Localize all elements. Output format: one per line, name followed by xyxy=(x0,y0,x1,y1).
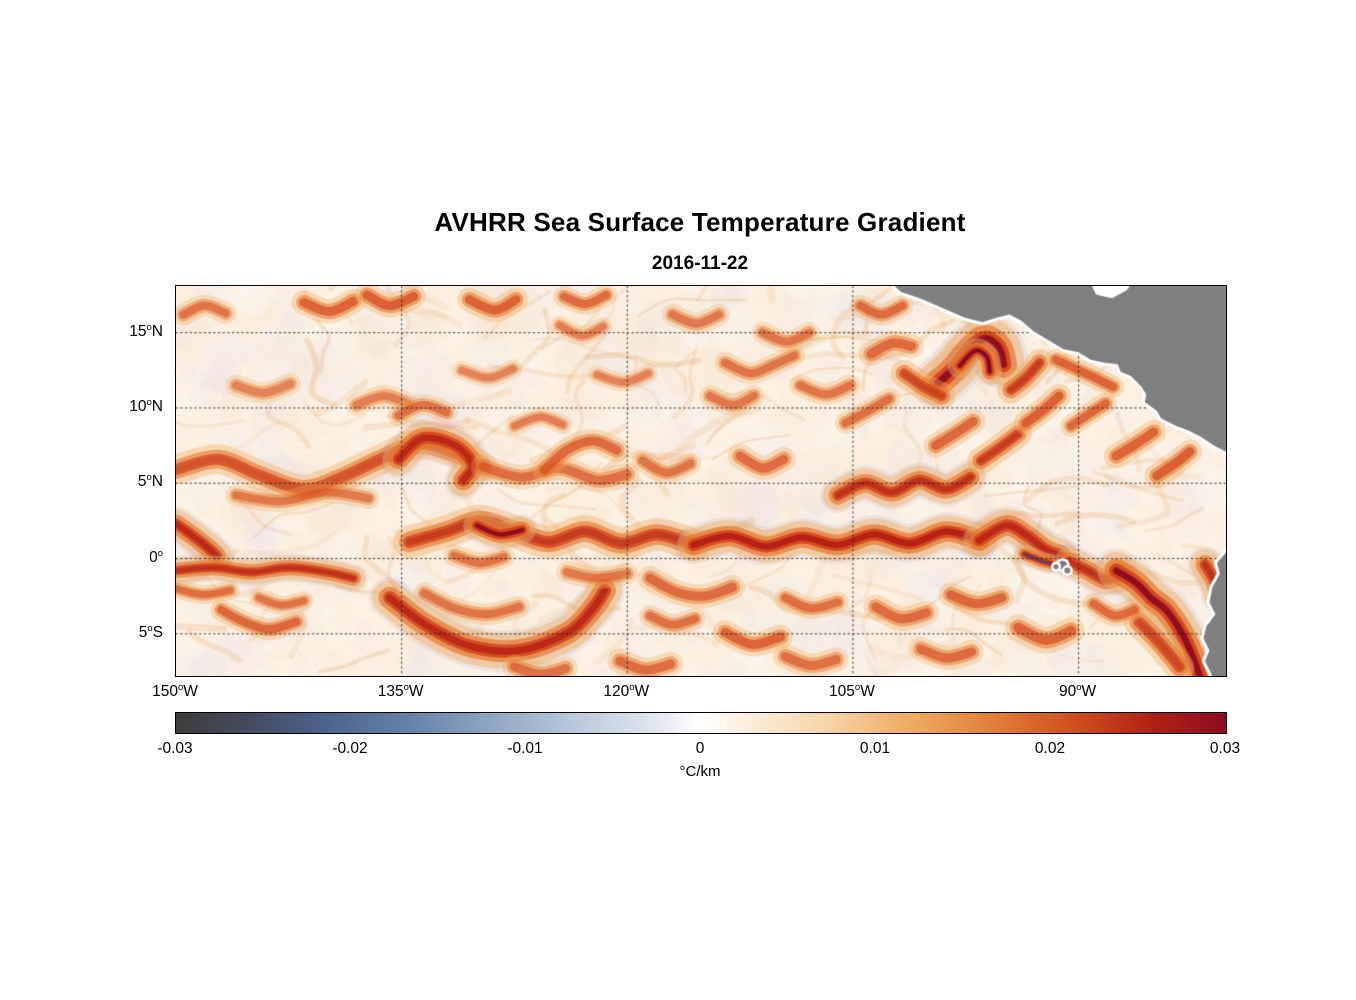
y-tick-label: 15oN xyxy=(129,321,163,340)
x-tick-label: 105oW xyxy=(829,681,875,700)
x-axis-tick-labels: 150oW 135oW 120oW 105oW 90oW xyxy=(152,681,1225,707)
colorbar-units-label: °C/km xyxy=(679,763,721,780)
x-tick-label: 120oW xyxy=(603,681,650,700)
y-tick-label: 10oN xyxy=(129,396,163,415)
colorbar-tick-label: 0.01 xyxy=(859,740,891,757)
y-tick-label: 5oN xyxy=(137,472,163,491)
colorbar-tick-labels: -0.03 -0.02 -0.01 0 0.01 0.02 0.03 xyxy=(157,740,1240,760)
y-tick-label: 0o xyxy=(149,547,163,566)
colorbar-tick-label: -0.02 xyxy=(332,740,368,757)
x-tick-label: 135oW xyxy=(377,681,424,700)
colorbar-tick-label: 0.02 xyxy=(1034,740,1066,757)
y-tick-label: 5oS xyxy=(138,622,163,641)
colorbar-tick-label: -0.01 xyxy=(507,740,543,757)
sst-gradient-heatmap xyxy=(176,286,1226,676)
x-tick-label: 90oW xyxy=(1058,681,1097,700)
y-axis-tick-labels: 15oN 10oN 5oN 0o 5oS xyxy=(0,285,167,675)
colorbar-tick-label: 0 xyxy=(695,740,705,757)
chart-title: AVHRR Sea Surface Temperature Gradient xyxy=(434,207,966,237)
x-tick-label: 150oW xyxy=(152,681,198,700)
colorbar-tick-label: -0.03 xyxy=(157,740,193,757)
colorbar-tick-label: 0.03 xyxy=(1209,740,1241,757)
chart-date-subtitle: 2016-11-22 xyxy=(651,253,749,274)
colorbar xyxy=(175,712,1227,734)
colorbar-gradient xyxy=(176,713,1226,733)
map-plot-area xyxy=(175,285,1227,677)
